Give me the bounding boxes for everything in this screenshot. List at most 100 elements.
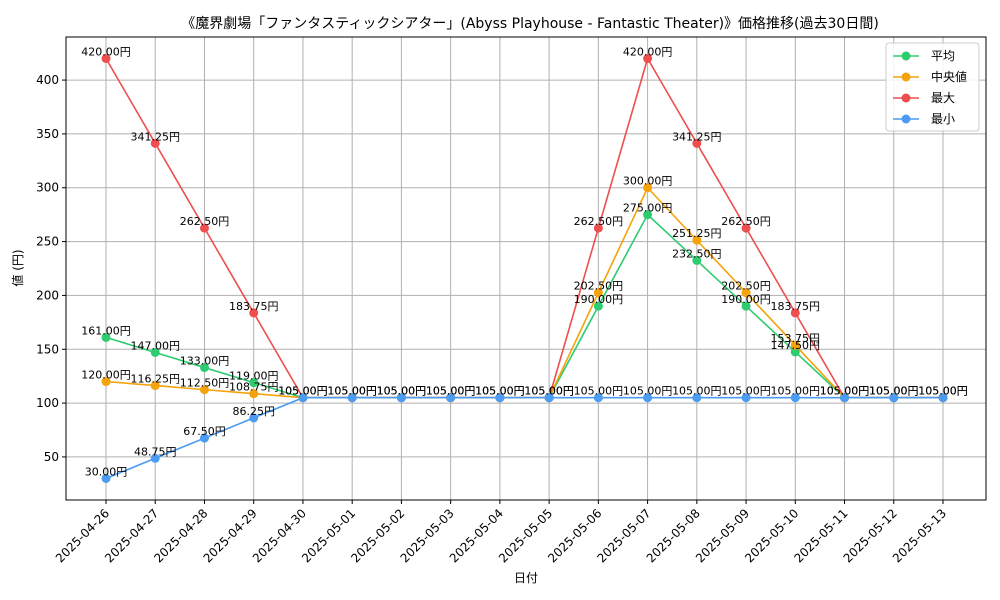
data-label: 190.00円: [721, 293, 771, 306]
data-point: [790, 347, 800, 357]
data-label: 30.00円: [85, 465, 128, 478]
data-point: [938, 393, 948, 403]
data-label: 147.50円: [771, 339, 821, 352]
data-label: 300.00円: [623, 175, 673, 188]
series-line-1: [105, 186, 943, 399]
data-point: [741, 393, 751, 403]
data-point: [199, 363, 209, 373]
data-label: 262.50円: [574, 215, 624, 228]
data-point: [790, 340, 800, 350]
y-tick-label: 350: [36, 127, 59, 141]
data-point: [249, 378, 259, 388]
data-label: 105.00円: [721, 385, 771, 398]
data-point: [249, 308, 259, 318]
data-label: 262.50円: [721, 215, 771, 228]
data-label: 153.75円: [771, 332, 821, 345]
data-point: [692, 235, 702, 245]
data-label: 105.00円: [918, 385, 968, 398]
data-label: 420.00円: [81, 46, 131, 59]
legend-marker: [901, 114, 911, 124]
data-label: 105.00円: [327, 385, 377, 398]
data-point: [593, 393, 603, 403]
y-tick-label: 400: [36, 73, 59, 87]
data-point: [150, 453, 160, 463]
y-tick-label: 250: [36, 235, 59, 249]
data-label: 105.00円: [278, 385, 328, 398]
series-lines: [101, 54, 948, 483]
data-label: 105.00円: [820, 385, 870, 398]
data-label: 105.00円: [820, 385, 870, 398]
data-point: [150, 138, 160, 148]
data-label: 420.00円: [623, 46, 673, 59]
data-point: [199, 223, 209, 233]
data-point: [101, 473, 111, 483]
data-label: 105.00円: [672, 385, 722, 398]
data-point: [249, 413, 259, 423]
data-point: [199, 433, 209, 443]
data-point: [840, 393, 850, 403]
data-point: [643, 210, 653, 220]
data-point: [199, 385, 209, 395]
y-tick-label: 200: [36, 288, 59, 302]
y-tick-label: 300: [36, 181, 59, 195]
x-axis-label: 日付: [514, 571, 538, 585]
data-point: [692, 255, 702, 265]
data-point: [150, 347, 160, 357]
legend-entry: 平均: [931, 49, 955, 63]
data-label: 67.50円: [183, 425, 226, 438]
data-label: 190.00円: [574, 293, 624, 306]
data-point: [643, 183, 653, 193]
data-label: 105.00円: [623, 385, 673, 398]
grid-lines: [66, 37, 986, 500]
y-axis-label: 値 (円): [10, 249, 25, 286]
data-point: [101, 54, 111, 64]
data-point: [790, 308, 800, 318]
data-point: [101, 377, 111, 387]
data-point: [741, 301, 751, 311]
chart-title: 《魔界劇場「ファンタスティックシアター」(Abyss Playhouse - F…: [181, 16, 879, 32]
data-label: 202.50円: [721, 280, 771, 293]
data-point: [692, 138, 702, 148]
data-point: [741, 288, 751, 298]
series-line-3: [105, 396, 943, 480]
data-label: 275.00円: [623, 202, 673, 215]
x-axis-ticks: 2025-04-262025-04-272025-04-282025-04-29…: [53, 500, 949, 565]
data-point: [249, 389, 259, 399]
data-point: [101, 332, 111, 342]
data-point: [298, 393, 308, 403]
data-label: 105.00円: [869, 385, 919, 398]
data-label: 161.00円: [81, 324, 131, 337]
data-label: 105.00円: [918, 385, 968, 398]
data-label: 105.00円: [278, 385, 328, 398]
y-axis-ticks: 50 100 150 200 250 300 350 400: [36, 73, 66, 464]
data-label: 116.25円: [130, 373, 180, 386]
data-point: [347, 393, 357, 403]
data-point: [643, 54, 653, 64]
data-point: [593, 223, 603, 233]
data-label: 105.00円: [574, 385, 624, 398]
data-label: 108.75円: [229, 381, 279, 394]
data-label: 105.00円: [377, 385, 427, 398]
data-point: [150, 381, 160, 391]
data-label: 105.00円: [426, 385, 476, 398]
data-label: 105.00円: [771, 385, 821, 398]
data-label: 112.50円: [180, 377, 230, 390]
data-label: 341.25円: [672, 130, 722, 143]
data-label: 105.00円: [524, 385, 574, 398]
data-label: 183.75円: [229, 300, 279, 313]
legend-marker: [901, 51, 911, 61]
y-tick-label: 150: [36, 342, 59, 356]
legend-marker: [901, 93, 911, 103]
legend-entry: 最大: [931, 91, 955, 105]
data-point: [643, 393, 653, 403]
data-label: 262.50円: [180, 215, 230, 228]
data-label: 105.00円: [869, 385, 919, 398]
data-label: 147.00円: [130, 339, 180, 352]
data-point: [889, 393, 899, 403]
data-label: 105.00円: [524, 385, 574, 398]
data-label: 119.00円: [229, 370, 279, 383]
y-tick-label: 50: [44, 450, 59, 464]
